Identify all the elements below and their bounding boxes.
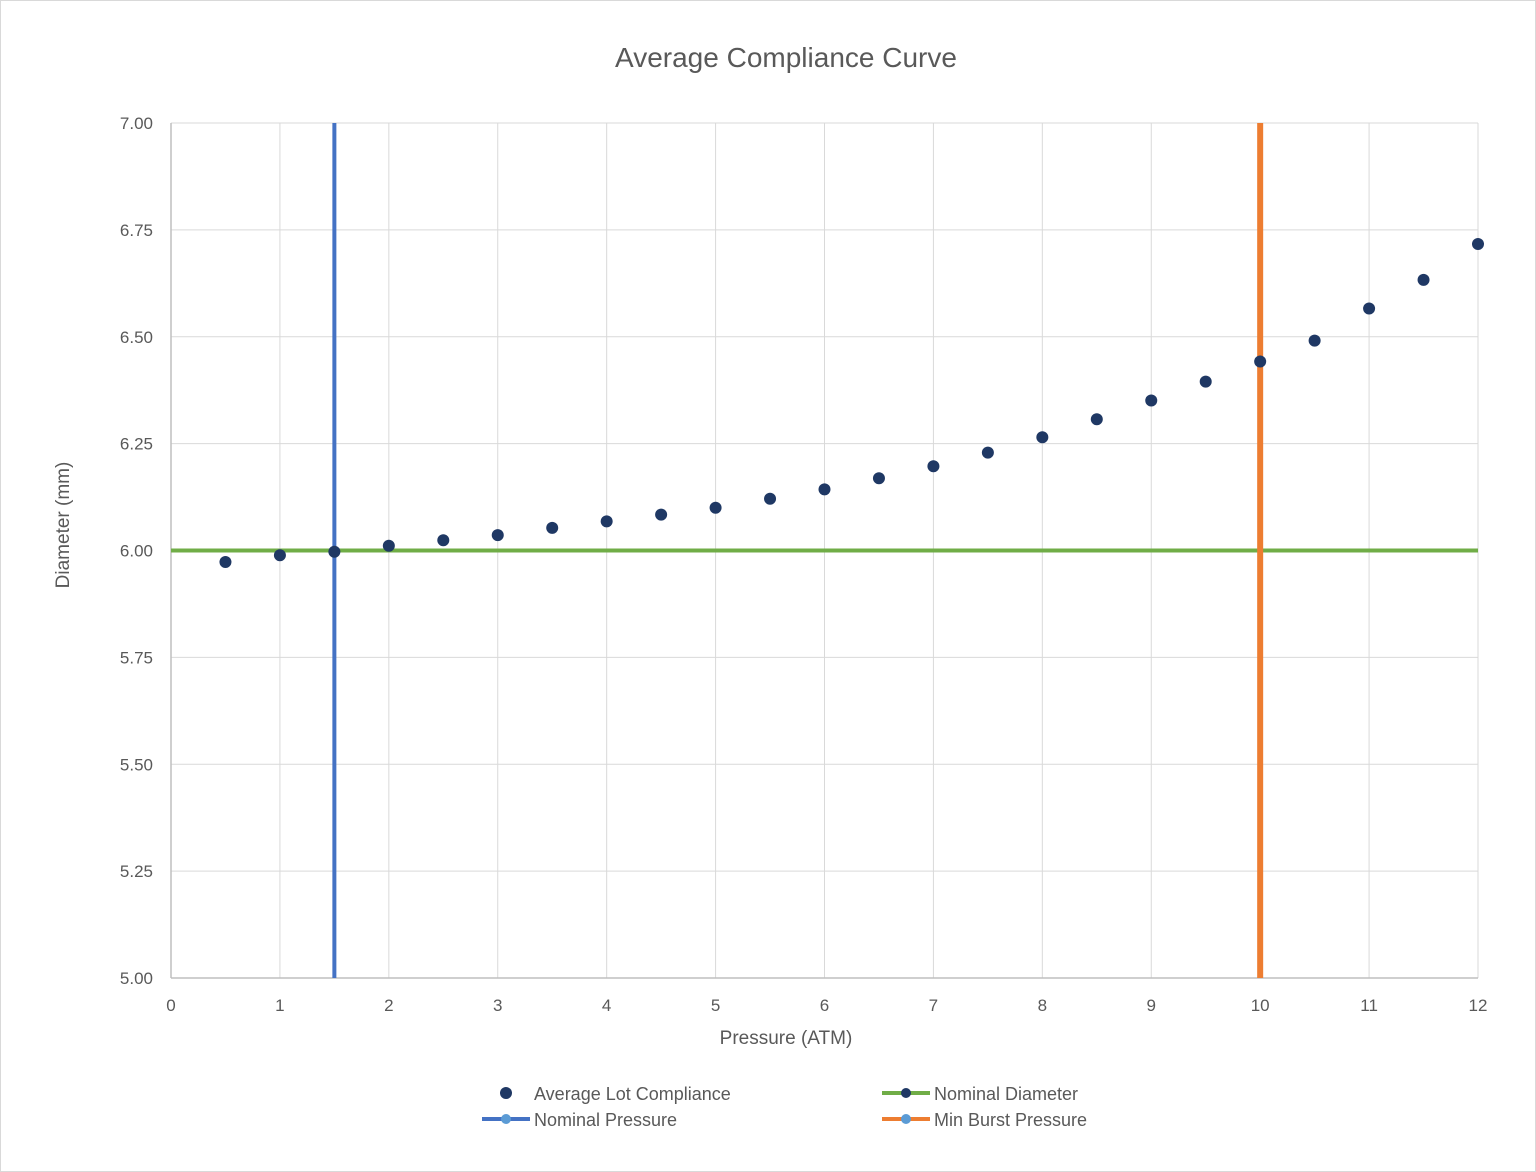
x-tick-label: 9 [1147, 996, 1156, 1015]
data-point [927, 460, 940, 473]
data-point [1145, 394, 1158, 407]
data-point [1472, 237, 1484, 250]
y-tick-label: 6.25 [120, 435, 153, 454]
data-point [764, 492, 777, 505]
x-tick-label: 11 [1360, 996, 1378, 1015]
data-point [219, 556, 232, 569]
x-tick-label: 1 [275, 996, 284, 1015]
data-point [818, 483, 831, 496]
data-point [1363, 302, 1376, 315]
data-point [600, 515, 613, 528]
data-point [1417, 273, 1430, 286]
chart-title: Average Compliance Curve [615, 42, 957, 73]
data-points [219, 237, 1484, 569]
data-point [1254, 355, 1267, 368]
x-tick-labels: 0 1 2 3 4 5 6 7 8 9 10 11 12 [166, 996, 1487, 1015]
y-tick-label: 6.75 [120, 221, 153, 240]
data-point [328, 545, 341, 558]
x-tick-label: 6 [820, 996, 829, 1015]
y-tick-label: 5.00 [120, 969, 153, 988]
x-axis-title: Pressure (ATM) [720, 1028, 853, 1049]
data-point [437, 534, 450, 547]
x-tick-label: 7 [929, 996, 938, 1015]
y-tick-label: 7.00 [120, 114, 153, 133]
legend-marker-average-lot-compliance [500, 1087, 512, 1099]
x-tick-label: 0 [166, 996, 175, 1015]
legend-marker-nominal-pressure [501, 1114, 511, 1124]
x-tick-label: 2 [384, 996, 393, 1015]
legend-marker-nominal-diameter [901, 1088, 911, 1098]
data-point [1308, 334, 1321, 347]
x-tick-label: 10 [1251, 996, 1270, 1015]
data-point [872, 472, 885, 485]
legend-label-nominal-diameter: Nominal Diameter [934, 1084, 1078, 1104]
y-tick-labels: 5.00 5.25 5.50 5.75 6.00 6.25 6.50 6.75 7.00 [120, 114, 153, 988]
data-point [981, 446, 994, 459]
y-tick-label: 5.75 [120, 648, 153, 667]
legend: Average Lot Compliance Nominal Diameter No… [482, 1084, 1087, 1130]
legend-label-min-burst-pressure: Min Burst Pressure [934, 1110, 1087, 1130]
x-tick-label: 4 [602, 996, 611, 1015]
data-point [273, 549, 286, 562]
x-tick-label: 3 [493, 996, 502, 1015]
data-point [1090, 413, 1103, 426]
y-tick-label: 5.25 [120, 862, 153, 881]
data-point [1199, 375, 1212, 388]
y-tick-label: 5.50 [120, 755, 153, 774]
x-tick-label: 5 [711, 996, 720, 1015]
legend-label-average-lot-compliance: Average Lot Compliance [534, 1084, 731, 1104]
data-point [491, 529, 504, 542]
data-point [655, 508, 668, 521]
legend-label-nominal-pressure: Nominal Pressure [534, 1110, 677, 1130]
data-point [546, 521, 559, 534]
data-point [382, 539, 395, 552]
data-point [709, 501, 722, 514]
data-point [1036, 431, 1049, 444]
x-tick-label: 12 [1469, 996, 1488, 1015]
x-tick-label: 8 [1038, 996, 1047, 1015]
y-tick-label: 6.50 [120, 328, 153, 347]
y-axis-title: Diameter (mm) [53, 462, 74, 589]
legend-marker-min-burst-pressure [901, 1114, 911, 1124]
y-tick-label: 6.00 [120, 542, 153, 561]
